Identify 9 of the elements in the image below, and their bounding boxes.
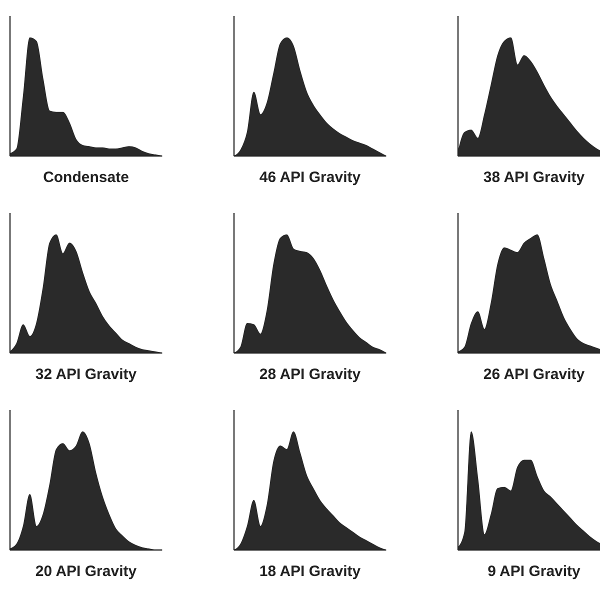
text: 9 API Gravity (488, 563, 582, 580)
text: 46 API Gravity (259, 169, 362, 186)
text: 26 API Gravity (483, 366, 586, 383)
text: 32 API Gravity (35, 366, 138, 383)
text: Condensate (43, 169, 129, 186)
text: 38 API Gravity (483, 169, 586, 186)
text: 20 API Gravity (35, 563, 138, 580)
text: 28 API Gravity (259, 366, 362, 383)
text: 18 API Gravity (259, 563, 362, 580)
